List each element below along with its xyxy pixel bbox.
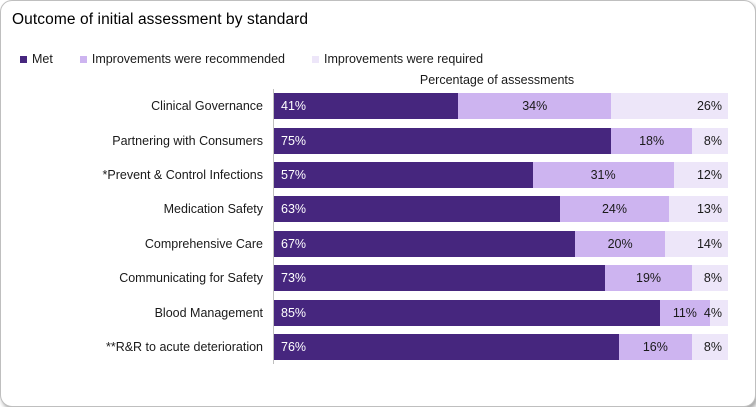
chart-row: Communicating for Safety 73% 19% 8%	[1, 260, 755, 296]
category-label: Partnering with Consumers	[112, 133, 263, 148]
bar-segment: 76%	[274, 333, 620, 360]
value-label: 67%	[281, 236, 307, 251]
value-label: 34%	[522, 99, 548, 114]
value-label: 13%	[696, 202, 722, 217]
chart-title: Outcome of initial assessment by standar…	[12, 11, 309, 28]
value-label: 41%	[281, 99, 307, 114]
bar-segment: 8%	[691, 333, 728, 360]
bar-segment: 63%	[274, 196, 561, 223]
plot-rows: Clinical Governance 41% 34% 26% Partnering w…	[1, 89, 755, 365]
legend-marker-recommended	[79, 55, 87, 63]
bar-segment: 41%	[274, 93, 459, 120]
chart-row: Blood Management 85% 11% 4%	[1, 295, 755, 330]
chart-row: *Prevent & Control Infections 57% 31% 12%	[1, 157, 755, 193]
bar-track: 76% 16% 8%	[273, 329, 728, 365]
bar-segment: 12%	[673, 161, 728, 188]
value-label: 8%	[703, 339, 722, 354]
chart-row: Partnering with Consumers 75% 18% 8%	[1, 123, 755, 158]
legend: Met Improvements were recommended Improv…	[20, 52, 755, 66]
category-label: *Prevent & Control Infections	[102, 167, 264, 182]
bar-segment: 20%	[575, 230, 666, 257]
chart-row: Comprehensive Care 67% 20% 14%	[1, 226, 755, 261]
bar-segment: 19%	[605, 265, 692, 292]
stacked-bar: 67% 20% 14%	[274, 230, 728, 257]
bar-segment: 26%	[611, 93, 728, 120]
value-label: 76%	[281, 339, 307, 354]
legend-marker-met	[20, 55, 27, 63]
value-label: 57%	[281, 167, 307, 182]
stacked-bar: 73% 19% 8%	[274, 265, 728, 292]
legend-item-required: Improvements were required	[311, 52, 484, 66]
category-label: Communicating for Safety	[119, 271, 263, 286]
stacked-bar: 76% 16% 8%	[274, 333, 728, 360]
bar-segment: 85%	[274, 299, 660, 326]
bar-segment: 34%	[458, 93, 612, 120]
value-label: 20%	[607, 236, 633, 251]
bar-segment: 67%	[274, 230, 576, 257]
bar-segment: 13%	[668, 196, 728, 223]
bar-segment: 4%	[704, 299, 728, 326]
value-label: 11%	[672, 305, 697, 320]
bar-segment: 57%	[274, 161, 533, 188]
legend-item-recommended: Improvements were recommended	[79, 52, 285, 66]
value-label: 12%	[696, 167, 722, 182]
category-label: Clinical Governance	[151, 99, 263, 114]
value-label: 85%	[281, 305, 307, 320]
value-label: 16%	[642, 339, 668, 354]
value-label: 14%	[696, 236, 722, 251]
value-label: 19%	[636, 271, 662, 286]
bar-track: 75% 18% 8%	[273, 123, 728, 158]
value-label: 75%	[281, 133, 307, 148]
bar-segment: 8%	[692, 127, 728, 154]
bar-segment: 73%	[274, 265, 606, 292]
value-label: 8%	[703, 271, 722, 286]
legend-marker-required	[311, 55, 319, 63]
stacked-bar: 63% 24% 13%	[274, 196, 728, 223]
value-label: 8%	[703, 133, 722, 148]
bar-segment: 31%	[532, 161, 674, 188]
category-label: **R&R to acute deterioration	[105, 339, 263, 354]
legend-label-recommended: Improvements were recommended	[91, 52, 285, 66]
stacked-bar: 57% 31% 12%	[274, 161, 728, 188]
value-label: 73%	[281, 271, 307, 286]
stacked-bar: 41% 34% 26%	[274, 93, 728, 120]
legend-label-met: Met	[32, 52, 53, 66]
bar-segment: 8%	[691, 265, 728, 292]
bar-track: 57% 31% 12%	[273, 157, 728, 193]
bar-segment: 14%	[665, 230, 728, 257]
chart-row: Medication Safety 63% 24% 13%	[1, 192, 755, 227]
bar-segment: 75%	[274, 127, 612, 154]
bar-segment: 18%	[611, 127, 693, 154]
category-label: Medication Safety	[163, 202, 263, 217]
bar-track: 73% 19% 8%	[273, 260, 728, 296]
legend-item-met: Met	[20, 52, 53, 66]
chart-row: **R&R to acute deterioration 76% 16% 8%	[1, 329, 755, 365]
value-label: 31%	[590, 167, 616, 182]
value-label: 26%	[696, 99, 722, 114]
bar-segment: 16%	[619, 333, 692, 360]
value-label: 18%	[639, 133, 665, 148]
axis-title: Percentage of assessments	[419, 73, 575, 87]
stacked-bar: 75% 18% 8%	[274, 127, 728, 154]
value-label: 24%	[601, 202, 627, 217]
stacked-bar: 85% 11% 4%	[274, 299, 728, 326]
bar-segment: 24%	[560, 196, 669, 223]
bar-segment: 11%	[659, 299, 710, 326]
value-label: 63%	[281, 202, 307, 217]
value-label: 4%	[703, 305, 722, 320]
category-label: Blood Management	[154, 305, 263, 320]
bar-track: 63% 24% 13%	[273, 192, 728, 227]
bar-track: 85% 11% 4%	[273, 295, 728, 330]
bar-track: 67% 20% 14%	[273, 226, 728, 261]
legend-label-required: Improvements were required	[323, 52, 484, 66]
category-label: Comprehensive Care	[144, 236, 263, 251]
chart-row: Clinical Governance 41% 34% 26%	[1, 89, 755, 124]
bar-track: 41% 34% 26%	[273, 89, 728, 124]
